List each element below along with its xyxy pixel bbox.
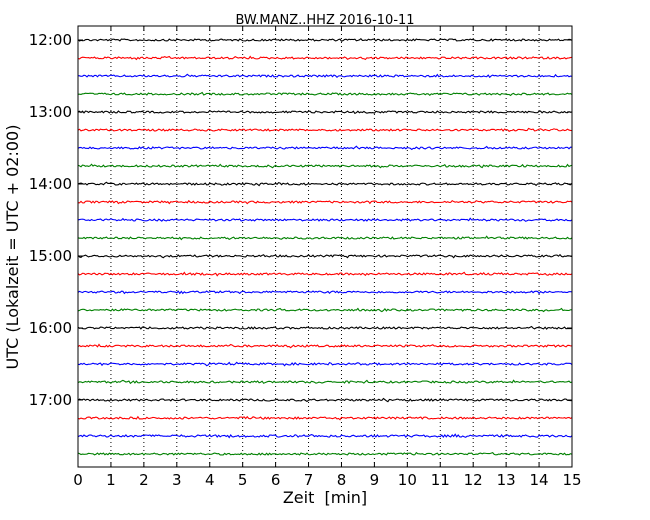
x-tick-label: 14 <box>530 471 549 489</box>
x-tick-label: 4 <box>205 471 215 489</box>
x-tick-label: 1 <box>106 471 116 489</box>
y-axis-label: UTC (Lokalzeit = UTC + 02:00) <box>3 125 22 370</box>
trace-1230 <box>77 73 573 79</box>
x-tick-label: 13 <box>497 471 516 489</box>
trace-1400 <box>77 181 573 187</box>
trace-1200 <box>77 38 573 42</box>
trace-1615 <box>77 343 573 349</box>
trace-1545 <box>77 307 573 313</box>
trace-1215 <box>77 55 573 61</box>
x-tick-label: 15 <box>562 471 581 489</box>
chart-title: BW.MANZ..HHZ 2016-10-11 <box>235 13 414 28</box>
trace-1330 <box>77 145 573 151</box>
y-tick-label: 15:00 <box>29 247 72 265</box>
y-axis-ticks: 12:00 13:00 14:00 15:00 16:00 17:00 <box>29 31 572 409</box>
x-tick-label: 2 <box>139 471 149 489</box>
trace-1515 <box>77 271 573 277</box>
trace-1530 <box>77 290 573 295</box>
y-tick-label: 16:00 <box>29 319 72 337</box>
plot-frame <box>77 25 573 468</box>
y-tick-label: 14:00 <box>29 175 72 193</box>
trace-1700 <box>77 397 573 403</box>
trace-1600 <box>77 325 573 330</box>
x-tick-label: 9 <box>370 471 380 489</box>
trace-1245 <box>77 91 573 97</box>
trace-1745 <box>77 451 573 456</box>
y-tick-label: 17:00 <box>29 391 72 409</box>
trace-1315 <box>77 127 573 132</box>
trace-1300 <box>77 109 573 115</box>
trace-1345 <box>77 163 573 169</box>
x-tick-label: 12 <box>464 471 483 489</box>
trace-1715 <box>77 415 573 421</box>
x-tick-label: 11 <box>431 471 450 489</box>
x-tick-label: 8 <box>337 471 347 489</box>
x-tick-label: 10 <box>398 471 417 489</box>
trace-1415 <box>77 199 573 205</box>
y-tick-label: 13:00 <box>29 103 72 121</box>
trace-1630 <box>77 361 573 367</box>
trace-1430 <box>77 217 573 222</box>
trace-1500 <box>77 253 573 259</box>
x-axis-ticks: 0 1 2 3 4 5 6 7 8 9 10 11 12 13 14 15 <box>73 26 582 489</box>
y-tick-label: 12:00 <box>29 31 72 49</box>
x-axis-label: Zeit [min] <box>283 488 367 507</box>
seismic-traces <box>77 38 573 456</box>
x-tick-label: 5 <box>238 471 248 489</box>
trace-1730 <box>77 433 573 439</box>
trace-1645 <box>77 379 573 385</box>
trace-1445 <box>77 235 573 241</box>
vertical-grid <box>110 26 540 467</box>
x-tick-label: 3 <box>172 471 182 489</box>
x-tick-label: 6 <box>271 471 281 489</box>
x-tick-label: 7 <box>304 471 314 489</box>
x-tick-label: 0 <box>73 471 83 489</box>
